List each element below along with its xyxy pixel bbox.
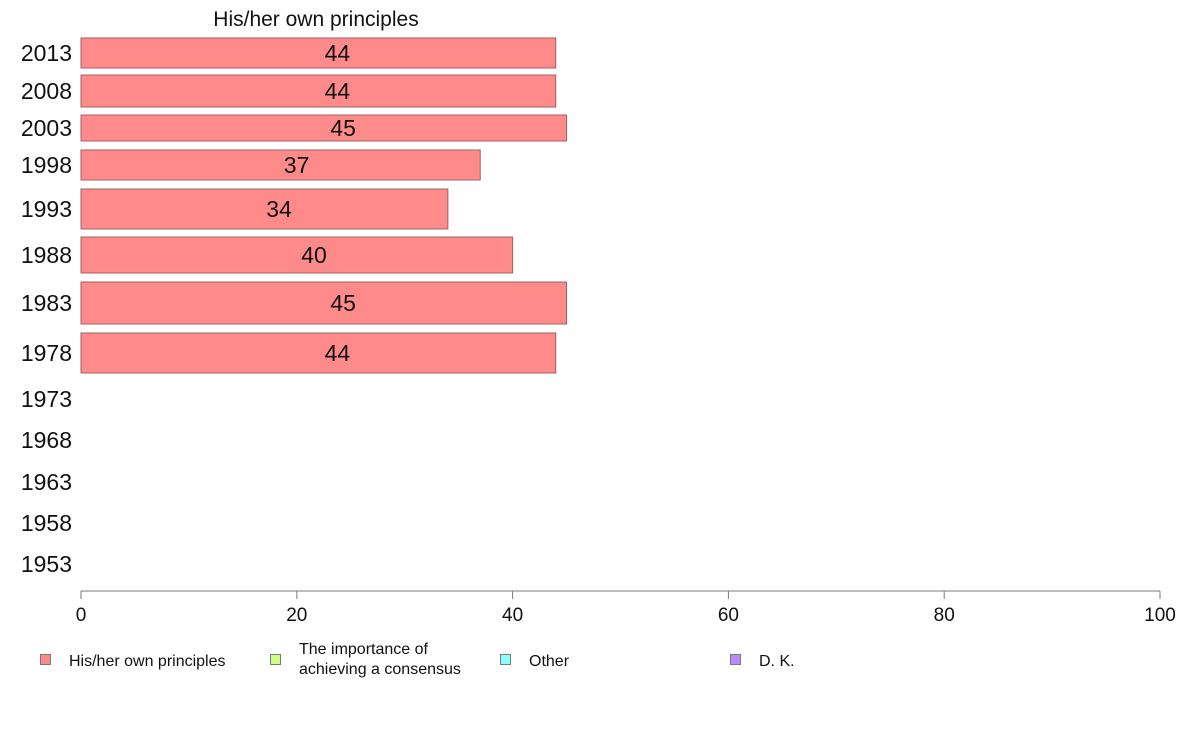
- x-tick-label: 60: [718, 605, 739, 626]
- bar: [80, 114, 568, 142]
- bar: [80, 236, 514, 274]
- y-tick-label: 2013: [21, 40, 72, 66]
- x-tick-label: 80: [934, 605, 955, 626]
- legend-label-own-principles: His/her own principles: [69, 653, 226, 670]
- x-tick-label: 40: [502, 605, 523, 626]
- bar: [80, 149, 481, 181]
- bar-value-label: 45: [330, 115, 356, 141]
- y-tick-label: 1978: [21, 340, 72, 366]
- y-tick-label: 1953: [21, 551, 72, 577]
- y-tick-label: 1993: [21, 196, 72, 222]
- legend-item-other: Other: [500, 640, 569, 672]
- bar: [80, 188, 449, 230]
- bar-value-label: 44: [325, 340, 351, 366]
- legend-label-consensus: The importance of achieving a consensus: [299, 641, 461, 678]
- legend-label-other: Other: [529, 653, 570, 670]
- bar: [80, 332, 557, 374]
- y-tick-label: 1973: [21, 386, 72, 412]
- bar-value-label: 34: [266, 196, 292, 222]
- y-tick-label: 1968: [21, 427, 72, 453]
- x-tick-label: 0: [76, 605, 87, 626]
- x-tick-label: 20: [286, 605, 307, 626]
- legend-item-own-principles: His/her own principles: [40, 640, 226, 672]
- bar-value-label: 37: [284, 152, 310, 178]
- bar-value-label: 44: [325, 78, 351, 104]
- y-tick-label: 2003: [21, 115, 72, 141]
- legend-swatch-other: [500, 654, 511, 665]
- legend-item-consensus: The importance of achieving a consensus: [270, 640, 461, 680]
- y-tick-label: 1988: [21, 242, 72, 268]
- legend-item-dk: D. K.: [730, 640, 795, 672]
- legend: His/her own principles The importance of…: [40, 640, 1180, 690]
- bar: [80, 281, 568, 325]
- chart-svg: His/her own principles 2013 44 2008 44 2003 45…: [21, 8, 1176, 626]
- chart-title: His/her own principles: [213, 8, 418, 31]
- y-tick-label: 1958: [21, 510, 72, 536]
- x-tick-label: 100: [1144, 605, 1176, 626]
- bar-value-label: 44: [325, 40, 351, 66]
- legend-swatch-dk: [730, 654, 741, 665]
- y-tick-label: 1963: [21, 469, 72, 495]
- y-tick-label: 1998: [21, 152, 72, 178]
- legend-swatch-consensus: [270, 654, 281, 665]
- bar-value-label: 40: [301, 242, 327, 268]
- bar-value-label: 45: [330, 290, 356, 316]
- y-tick-label: 2008: [21, 78, 72, 104]
- bar: [80, 74, 557, 108]
- legend-swatch-own-principles: [40, 654, 51, 665]
- y-tick-label: 1983: [21, 290, 72, 316]
- bar: [80, 37, 557, 69]
- legend-label-dk: D. K.: [759, 653, 795, 670]
